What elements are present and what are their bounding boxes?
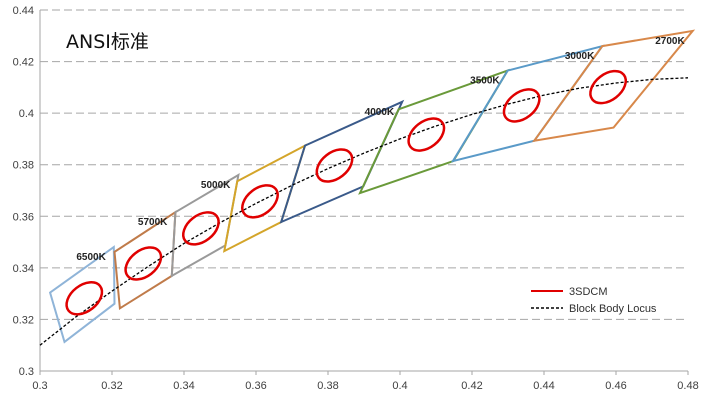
x-tick-label: 0.38	[317, 380, 338, 392]
legend-ellipse-label: 3SDCM	[569, 286, 608, 298]
quadrangle-4000K	[279, 99, 405, 224]
y-tick-label: 0.34	[13, 263, 34, 275]
axes: 0.3 0.32 0.34 0.36 0.38 0.4 0.42 0.44 0.3 0.32 0.3…	[13, 5, 699, 392]
y-tick-label: 0.42	[13, 57, 34, 69]
x-tick-label: 0.36	[245, 380, 266, 392]
cct-label-4000K: 4000K	[365, 107, 395, 118]
legend-locus-label: Block Body Locus	[569, 303, 657, 315]
x-tick-label: 0.46	[605, 380, 626, 392]
ellipse-3500K	[407, 117, 446, 152]
cct-label-6500K: 6500K	[76, 252, 106, 263]
y-tick-label: 0.3	[19, 366, 34, 378]
ellipse-2700K	[589, 69, 628, 105]
ellipse-4000K	[315, 148, 354, 183]
y-tick-label: 0.38	[13, 160, 34, 172]
x-tick-label: 0.34	[173, 380, 194, 392]
x-tick-label: 0.3	[32, 380, 47, 392]
legend: 3SDCM Block Body Locus	[531, 286, 657, 315]
ellipse-4500K	[241, 184, 279, 219]
quadrangles-layer	[48, 29, 696, 344]
ellipse-5000K	[181, 211, 220, 246]
quadrangle-2700K	[532, 29, 696, 143]
ellipse-5700K	[124, 246, 163, 281]
x-tick-label: 0.42	[461, 380, 482, 392]
quadrangle-3500K	[358, 68, 510, 195]
y-tick-label: 0.4	[19, 108, 34, 120]
chart-title: ANSI标准	[66, 31, 149, 53]
cct-labels-layer: 6500K 5700K 5000K 4000K 3500K 3000K 2700K	[76, 36, 685, 263]
y-tick-label: 0.44	[13, 5, 34, 17]
x-tick-label: 0.44	[533, 380, 554, 392]
y-tick-label: 0.32	[13, 314, 34, 326]
ellipses-layer	[65, 69, 628, 316]
quadrangle-4500K	[222, 143, 307, 253]
cct-label-3000K: 3000K	[565, 51, 595, 62]
ellipse-3000K	[502, 88, 541, 123]
quadrangle-6500K	[48, 245, 116, 344]
ellipse-6500K	[65, 281, 104, 316]
cct-label-3500K: 3500K	[470, 76, 500, 87]
cct-label-2700K: 2700K	[655, 36, 685, 47]
cct-label-5000K: 5000K	[201, 180, 231, 191]
cct-label-5700K: 5700K	[138, 217, 168, 228]
x-tick-label: 0.48	[677, 380, 698, 392]
y-tick-label: 0.36	[13, 211, 34, 223]
gridlines	[40, 9, 688, 320]
x-tick-label: 0.4	[392, 380, 407, 392]
x-tick-label: 0.32	[101, 380, 122, 392]
quadrangle-3000K	[450, 44, 605, 163]
